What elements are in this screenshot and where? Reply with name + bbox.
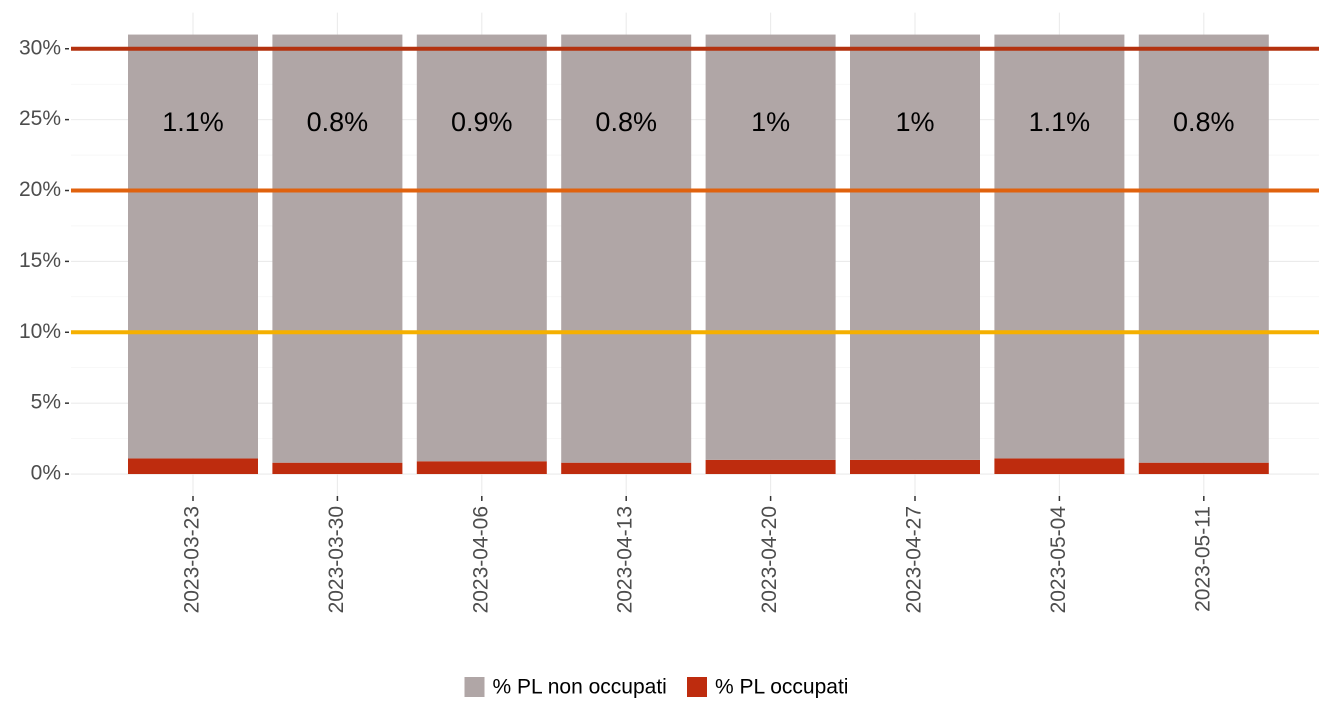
value-label: 1.1% [162, 107, 224, 137]
value-label: 1% [751, 107, 790, 137]
x-tick-label: 2023-05-11 [1191, 506, 1214, 612]
legend-label: % PL non occupati [493, 676, 667, 699]
x-tick-label: 2023-03-30 [325, 506, 348, 613]
bar-segment [272, 462, 403, 475]
bar-segment [416, 461, 547, 475]
bar-segment [850, 34, 980, 460]
y-tick-label: 25% [19, 107, 61, 130]
bar-segment [705, 459, 836, 475]
y-tick-label: 10% [19, 320, 61, 343]
legend-swatch [464, 677, 485, 697]
x-tick-label: 2023-04-06 [469, 506, 492, 613]
bar-segment [1138, 34, 1269, 463]
x-tick-label: 2023-05-04 [1047, 506, 1070, 614]
y-tick-label: 5% [31, 391, 61, 414]
x-tick-label: 2023-04-27 [903, 506, 926, 613]
value-label: 0.8% [307, 107, 369, 137]
bar-segment [128, 458, 258, 475]
value-label: 1% [895, 107, 934, 137]
x-tick-label: 2023-04-20 [758, 506, 781, 613]
y-tick-label: 15% [19, 249, 61, 272]
y-tick-label: 20% [19, 178, 61, 201]
value-label: 0.8% [1173, 107, 1235, 137]
x-tick-label: 2023-03-23 [181, 506, 204, 613]
value-label: 0.9% [451, 107, 513, 137]
bar-segment [850, 459, 980, 475]
y-tick-label: 0% [31, 462, 61, 485]
bar-segment [128, 34, 258, 459]
x-tick-label: 2023-04-13 [614, 506, 637, 613]
y-tick-label: 30% [19, 36, 61, 59]
bar-segment [561, 462, 692, 475]
bar-segment [416, 34, 547, 462]
bar-segment [994, 34, 1125, 459]
value-label: 1.1% [1029, 107, 1091, 137]
bar-segment [994, 458, 1125, 475]
bar-segment [705, 34, 836, 460]
value-label: 0.8% [595, 107, 657, 137]
bar-segment [272, 34, 403, 463]
bar-segment [1138, 462, 1269, 475]
legend-swatch [687, 677, 707, 697]
bar-segment [561, 34, 692, 463]
legend-label: % PL occupati [715, 676, 848, 699]
